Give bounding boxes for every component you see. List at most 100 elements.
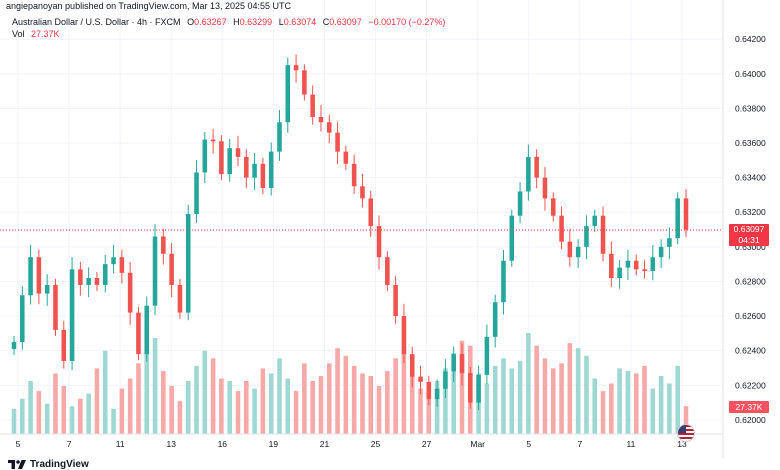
volume-bars <box>11 328 689 434</box>
volume-bar <box>559 363 564 434</box>
volume-bar <box>169 386 174 434</box>
candle-body <box>227 148 232 175</box>
tradingview-brand[interactable]: TradingView <box>8 458 89 470</box>
candle-body <box>244 156 249 178</box>
time-tick-label: 13 <box>677 439 687 449</box>
candle-body <box>617 267 622 278</box>
volume-bar <box>53 373 58 434</box>
time-tick-label: 25 <box>371 439 381 449</box>
candle-body <box>609 253 614 278</box>
candle-body <box>202 139 208 173</box>
candle-body <box>177 284 183 313</box>
volume-bar <box>409 373 415 434</box>
volume-bar <box>227 381 232 434</box>
volume-bar <box>194 365 199 434</box>
candle-body <box>127 272 133 313</box>
candle-body <box>658 246 664 258</box>
volume-bar <box>642 365 647 434</box>
time-tick-label: 27 <box>422 439 432 449</box>
time-tick-label: 19 <box>269 439 279 449</box>
volume-value: 27.37K <box>31 29 60 39</box>
volume-bar <box>351 365 357 434</box>
candle-body <box>401 316 407 355</box>
volume-bar <box>343 355 349 434</box>
symbol-title[interactable]: Australian Dollar / U.S. Dollar · 4h · F… <box>12 17 181 27</box>
candle-body <box>28 257 33 296</box>
candle-body <box>459 354 465 374</box>
candle-body <box>44 284 50 294</box>
volume-bar <box>161 370 166 434</box>
volume-bar <box>152 338 158 434</box>
candle-body <box>625 260 631 268</box>
volume-bar <box>219 378 224 434</box>
volume-bar <box>584 355 589 434</box>
volume-bar <box>252 388 257 434</box>
volume-bar <box>534 345 539 434</box>
candle-body <box>683 198 689 230</box>
volume-bar <box>658 375 664 434</box>
high-label: H <box>233 17 240 27</box>
price-tick-label: 0.62200 <box>735 380 766 390</box>
time-tick-label: Mar <box>470 439 485 449</box>
candle-body <box>252 163 257 178</box>
time-tick-label: 21 <box>320 439 330 449</box>
volume-bar <box>20 398 25 434</box>
volume-bar <box>575 348 581 434</box>
volume-bar <box>302 363 307 434</box>
volume-bar <box>401 350 407 434</box>
candles <box>11 54 689 411</box>
close-label: C <box>322 17 330 27</box>
volume-bar <box>675 365 680 434</box>
volume-bar <box>185 381 191 434</box>
candle-body <box>484 336 490 375</box>
volume-bar <box>28 381 33 434</box>
volume-bar <box>310 381 315 434</box>
candle-body <box>650 257 656 272</box>
time-tick-label: 5 <box>526 439 531 449</box>
volume-bar <box>368 375 374 434</box>
low-label: L <box>278 17 284 27</box>
candle-body <box>277 122 282 152</box>
candle-body <box>468 373 473 403</box>
low-value: 0.63074 <box>283 17 317 27</box>
us-flag-icon <box>677 424 695 442</box>
volume-bar <box>625 370 631 434</box>
volume-bar <box>11 408 17 434</box>
volume-bar <box>592 378 598 434</box>
candle-body <box>526 156 531 192</box>
volume-bar <box>318 375 324 434</box>
time-tick-label: 11 <box>116 439 125 449</box>
price-tick-label: 0.64200 <box>735 34 766 44</box>
candle-body <box>584 226 589 247</box>
volume-bar <box>326 363 332 434</box>
volume-bar <box>609 383 614 434</box>
last-volume-badge: 27.37K <box>729 401 769 413</box>
candle-body <box>368 198 374 227</box>
chart-grid <box>0 0 723 434</box>
candle-body <box>326 122 332 133</box>
candle-body <box>335 132 340 152</box>
volume-bar <box>293 391 299 434</box>
volume-bar <box>376 386 382 434</box>
candle-body <box>567 241 573 258</box>
candle-body <box>268 151 274 189</box>
candle-body <box>385 257 390 285</box>
volume-bar <box>426 383 432 434</box>
volume-bar <box>235 391 241 434</box>
candle-body <box>194 172 199 214</box>
high-value: 0.63299 <box>239 17 273 27</box>
open-label: O <box>187 17 195 27</box>
volume-label[interactable]: Vol <box>12 29 25 39</box>
candle-body <box>318 117 324 123</box>
volume-bar <box>393 358 398 434</box>
volume-bar <box>550 368 556 434</box>
candle-body <box>501 260 506 303</box>
candle-body <box>285 65 291 123</box>
candle-body <box>78 269 83 285</box>
candle-body <box>111 257 116 265</box>
candle-body <box>36 257 42 294</box>
volume-bar <box>268 373 274 434</box>
time-tick-label: 5 <box>16 439 21 449</box>
volume-bar <box>434 381 440 434</box>
